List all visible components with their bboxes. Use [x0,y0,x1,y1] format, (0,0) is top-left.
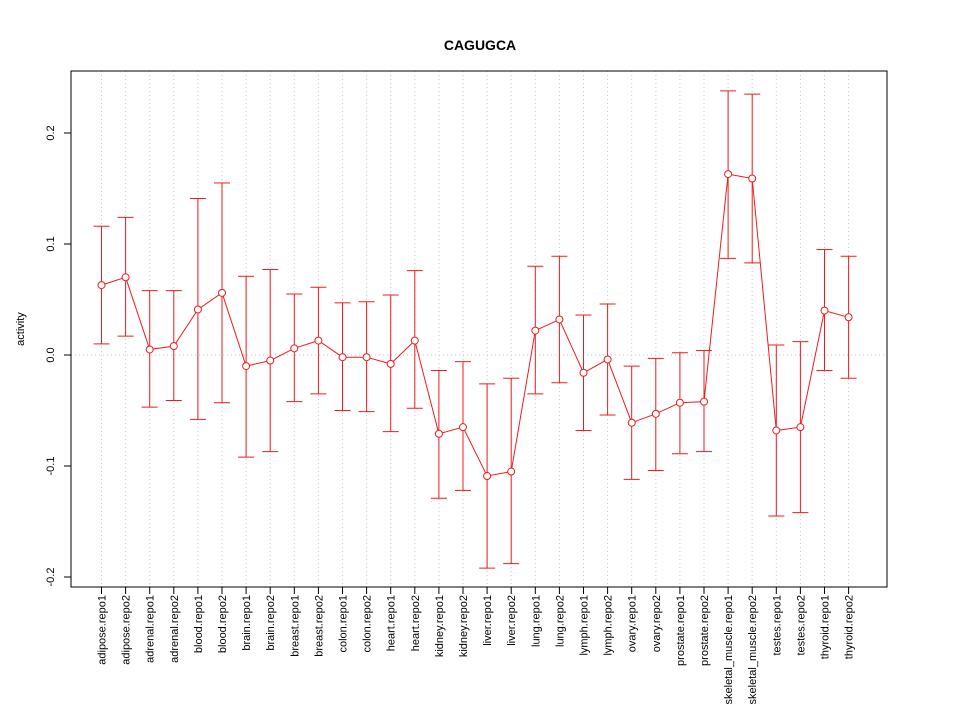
data-point [97,281,106,290]
data-point [193,305,202,314]
x-tick-label: colon.repo2 [362,595,374,653]
x-tick-label: blood.repo2 [217,595,229,653]
data-point [169,342,178,351]
y-tick-label: -0.1 [45,457,57,476]
x-tick-label: lung.repo1 [530,595,542,647]
grid-layer [71,71,887,587]
y-tick-label: 0.2 [45,125,57,140]
data-point [242,362,251,371]
data-point [820,306,829,315]
data-point [290,344,299,353]
data-point [434,429,443,438]
x-tick-label: breast.repo1 [289,595,301,657]
x-tick-label: liver.repo2 [506,595,518,646]
data-point [700,397,708,406]
x-tick-label: thyroid.repo1 [820,595,832,659]
x-tick-label: lung.repo2 [554,595,566,647]
data-point [796,423,805,432]
data-point [121,273,130,282]
x-tick-label: lymph.repo2 [603,595,615,656]
data-point [724,170,733,179]
x-tick-label: prostate.repo1 [675,595,687,666]
x-tick-label: skeletal_muscle.repo1 [723,595,735,704]
plot-frame [70,70,888,588]
data-point [483,471,492,480]
data-point [603,355,612,364]
x-tick-label: adipose.repo1 [97,595,109,665]
x-tick-label: thyroid.repo2 [844,595,856,659]
data-point [314,336,323,345]
x-tick-label: ovary.repo2 [651,595,663,652]
x-tick-label: heart.repo2 [410,595,422,651]
x-tick-label: adrenal.repo2 [169,595,181,663]
x-tick-label: kidney.repo2 [458,595,470,657]
data-point [266,356,275,365]
data-point [507,467,516,476]
x-tick-label: testes.repo2 [795,595,807,656]
x-tick-label: breast.repo2 [313,595,325,657]
point-layer [97,170,853,480]
x-tick-label: adipose.repo2 [121,595,133,665]
x-tick-label: testes.repo1 [771,595,783,656]
x-tick-label: colon.repo1 [338,595,350,653]
x-tick-label: brain.repo1 [241,595,253,651]
data-point [338,353,347,362]
data-point [531,326,540,335]
x-tick-label: adrenal.repo1 [145,595,157,663]
x-tick-label: skeletal_muscle.repo2 [747,595,759,704]
data-point [362,353,371,362]
y-tick-label: 0.1 [45,236,57,251]
data-point [651,409,660,418]
chart-title: CAGUGCA [444,37,516,53]
data-point [145,345,154,354]
y-axis-label: activity [15,312,27,346]
axis-layer: -0.2 -0.1 0.0 0.1 0.2 adipose.repo1 adipose.re… [45,125,856,704]
x-tick-label: ovary.repo1 [627,595,639,652]
series-line [101,173,849,477]
data-point [579,368,588,377]
data-point [772,426,781,435]
x-tick-label: prostate.repo2 [699,595,711,666]
data-point [748,174,757,183]
data-point [218,288,226,297]
data-point [555,315,564,324]
data-point [410,336,419,345]
data-point [627,418,636,427]
x-tick-label: heart.repo1 [386,595,398,651]
x-tick-label: lymph.repo1 [579,595,591,656]
x-tick-label: blood.repo1 [193,595,205,653]
line-layer [101,173,849,477]
data-point [386,359,395,368]
data-point [844,313,853,322]
data-point [675,398,684,407]
y-tick-label: -0.2 [45,568,57,587]
errorbar-layer [93,90,857,569]
y-tick-label: 0.0 [45,347,57,362]
x-tick-label: brain.repo2 [265,595,277,651]
x-tick-label: kidney.repo1 [434,595,446,657]
data-point [459,423,467,432]
x-tick-label: liver.repo1 [482,595,494,646]
